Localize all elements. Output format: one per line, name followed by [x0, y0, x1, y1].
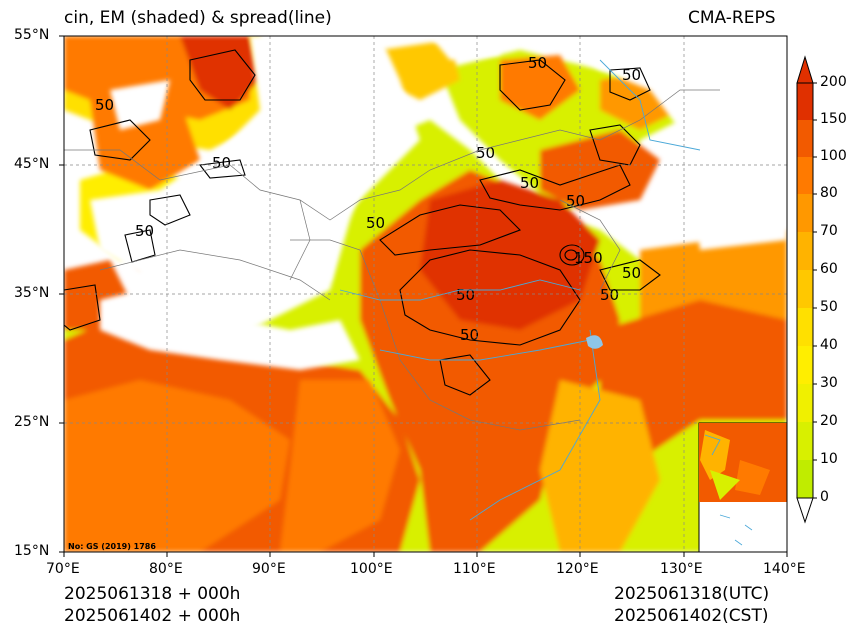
lon-tick-label: 90°E [252, 561, 286, 577]
contour-label: 50 [460, 326, 479, 344]
contour-label: 50 [528, 54, 547, 72]
lat-tick-label: 25°N [14, 414, 50, 430]
contour-label: 50 [566, 192, 585, 210]
colorbar-label: 80 [820, 185, 838, 201]
contour-label: 50 [95, 96, 114, 114]
contour-label: 50 [476, 144, 495, 162]
rivers [339, 59, 701, 521]
lon-tick-label: 140°E [763, 561, 806, 577]
colorbar-label: 20 [820, 413, 838, 429]
colorbar-label: 0 [820, 489, 829, 505]
lon-tick-label: 100°E [350, 561, 393, 577]
contour-label: 50 [366, 214, 385, 232]
lon-tick-label: 130°E [660, 561, 703, 577]
colorbar-label: 70 [820, 223, 838, 239]
colorbar-label: 40 [820, 337, 838, 353]
contour-label: 50 [600, 286, 619, 304]
graticule [64, 36, 787, 552]
contour-label: 50 [622, 264, 641, 282]
lake-shape [586, 335, 603, 349]
colorbar-extend-bottom [796, 497, 814, 524]
zero-regions [90, 36, 787, 370]
footer-valid-time: 2025061402 + 000h [64, 606, 241, 626]
colorbar-label: 50 [820, 299, 838, 315]
lon-tick-label: 110°E [453, 561, 496, 577]
axis-ticks [59, 35, 788, 557]
colorbar-label: 30 [820, 375, 838, 391]
footer-init-time: 2025061318 + 000h [64, 584, 241, 604]
colorbar-label: 200 [820, 74, 847, 90]
lat-tick-label: 15°N [14, 543, 50, 559]
spread-contours [64, 49, 661, 396]
lat-tick-label: 35°N [14, 285, 50, 301]
lat-tick-label: 55°N [14, 27, 50, 43]
colorbar-label: 100 [820, 148, 847, 164]
map-panel: 50 50 50 50 50 50 50 50 50 150 50 50 50 … [64, 36, 787, 552]
lon-tick-label: 80°E [149, 561, 183, 577]
review-number: No: GS (2019) 1786 [68, 542, 156, 551]
south-china-sea-inset [698, 422, 787, 552]
footer-utc-time: 2025061318(UTC) [614, 584, 770, 604]
colorbar-label: 10 [820, 451, 838, 467]
lon-tick-label: 120°E [556, 561, 599, 577]
contour-label: 50 [135, 222, 154, 240]
colorbar-extend-top [796, 55, 814, 84]
contour-label: 50 [520, 174, 539, 192]
footer-cst-time: 2025061402(CST) [614, 606, 769, 626]
colorbar [796, 55, 817, 524]
contour-label: 50 [622, 66, 641, 84]
model-name: CMA-REPS [688, 8, 776, 28]
contour-label: 50 [456, 286, 475, 304]
contour-label: 150 [574, 249, 603, 267]
lon-tick-label: 70°E [46, 561, 80, 577]
colorbar-label: 60 [820, 261, 838, 277]
map-title: cin, EM (shaded) & spread(line) [64, 8, 332, 28]
lat-tick-label: 45°N [14, 156, 50, 172]
contour-label: 50 [212, 154, 231, 172]
contour-label-group: 50 50 50 50 50 50 50 50 50 150 50 50 50 … [95, 54, 641, 344]
colorbar-label: 150 [820, 111, 847, 127]
